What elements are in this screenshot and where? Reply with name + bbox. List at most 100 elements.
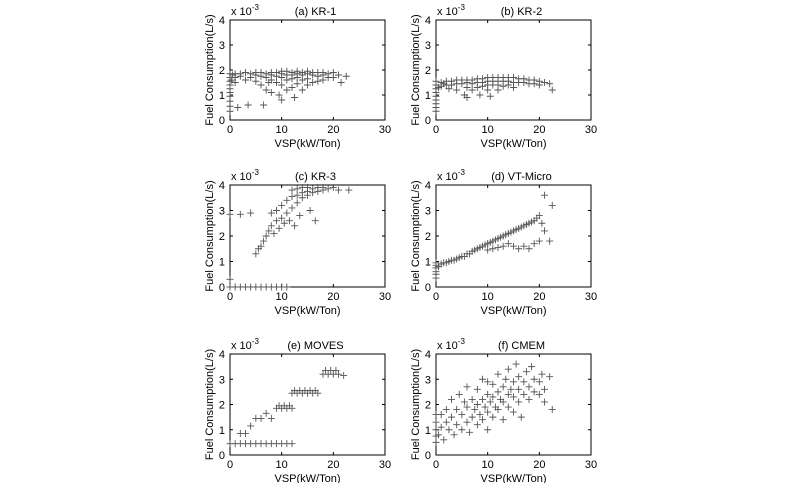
data-point (453, 86, 461, 94)
data-point (262, 232, 270, 240)
data-point (304, 81, 311, 89)
data-point (455, 390, 463, 398)
data-point (463, 403, 471, 411)
data-point (242, 430, 249, 438)
data-point (244, 101, 252, 109)
data-point (335, 71, 342, 79)
data-point (432, 426, 440, 434)
y-scale-note: x 10-3 (437, 168, 465, 183)
data-point (522, 368, 530, 376)
y-tick-label: 3 (219, 40, 225, 52)
data-point (541, 398, 548, 406)
x-tick-label: 20 (327, 459, 339, 471)
data-point (546, 237, 554, 245)
data-point (538, 370, 546, 378)
data-point (335, 186, 342, 194)
data-point (499, 383, 507, 391)
y-tick-label: 0 (425, 450, 431, 462)
data-point (489, 393, 497, 401)
y-tick-label: 4 (219, 349, 225, 361)
data-point (541, 385, 548, 393)
panel-4: 0 10 20 30 0 1 2 3 4 x 10-3 (d) VT-Micro VSP(kW/Ton… (410, 168, 597, 317)
data-point (510, 84, 517, 91)
y-tick-label: 1 (425, 257, 431, 269)
data-point (499, 398, 507, 406)
data-point (260, 101, 268, 109)
data-point (231, 79, 239, 86)
data-point (494, 243, 502, 251)
data-point (517, 413, 525, 421)
data-point (535, 378, 543, 386)
data-point (484, 408, 492, 416)
y-tick-label: 4 (425, 349, 431, 361)
data-point (494, 406, 502, 414)
data-point (468, 395, 476, 403)
x-tick-label: 0 (227, 459, 233, 471)
data-point (293, 185, 301, 193)
data-point (228, 76, 236, 84)
data-point (525, 395, 533, 403)
data-point (226, 275, 234, 283)
x-tick-label: 30 (585, 291, 597, 303)
y-tick-label: 4 (219, 15, 225, 27)
data-point (267, 414, 275, 422)
y-tick-label: 1 (219, 257, 225, 269)
data-point (486, 92, 494, 100)
x-tick-label: 20 (533, 459, 545, 471)
y-tick-label: 1 (219, 90, 225, 102)
data-point (296, 212, 304, 220)
data-point (499, 416, 507, 424)
data-point (288, 186, 296, 194)
x-tick-label: 0 (433, 124, 439, 136)
data-point (226, 210, 234, 218)
data-point (512, 360, 520, 368)
y-scale-power: -3 (252, 337, 260, 346)
data-point (458, 80, 466, 88)
data-point (306, 207, 314, 214)
data-point (345, 186, 353, 194)
data-point (335, 370, 342, 378)
data-point (319, 184, 327, 192)
data-point (262, 86, 270, 94)
data-point (484, 246, 492, 254)
data-point (432, 438, 440, 446)
data-point (291, 94, 299, 101)
data-point (329, 184, 337, 192)
y-scale-base: x 10 (437, 340, 458, 352)
data-point (484, 86, 492, 94)
data-point (520, 378, 528, 386)
data-point (329, 74, 337, 81)
y-tick-label: 2 (425, 65, 431, 77)
x-tick-label: 30 (379, 459, 391, 471)
data-point (267, 76, 275, 84)
scatter-series (432, 360, 556, 446)
data-point (283, 283, 291, 291)
axes-box (435, 19, 592, 121)
data-point (481, 403, 489, 411)
data-point (548, 201, 556, 209)
data-point (311, 217, 319, 225)
y-tick-label: 0 (219, 115, 225, 127)
data-point (445, 426, 453, 434)
data-point (278, 81, 286, 89)
data-point (458, 411, 466, 419)
data-point (499, 82, 507, 90)
y-tick-label: 3 (425, 40, 431, 52)
panel-title: (a) KR-1 (295, 6, 337, 18)
data-point (489, 245, 497, 253)
data-point (432, 418, 440, 426)
data-point (319, 76, 327, 84)
axes-box (229, 184, 386, 288)
y-scale-note: x 10-3 (437, 3, 465, 18)
scatter-series (226, 366, 348, 448)
data-point (546, 80, 554, 88)
data-point (273, 79, 280, 86)
data-point (437, 411, 445, 419)
data-point (283, 76, 291, 84)
data-point (285, 217, 293, 225)
y-axis-label: Fuel Consumption(L/s) (204, 349, 216, 460)
data-point (499, 242, 507, 250)
panel-5: 0 10 20 30 0 1 2 3 4 x 10-3 (e) MOVES VSP(kW/Ton) Fu… (204, 337, 391, 483)
data-point (435, 431, 443, 439)
data-point (236, 72, 244, 80)
